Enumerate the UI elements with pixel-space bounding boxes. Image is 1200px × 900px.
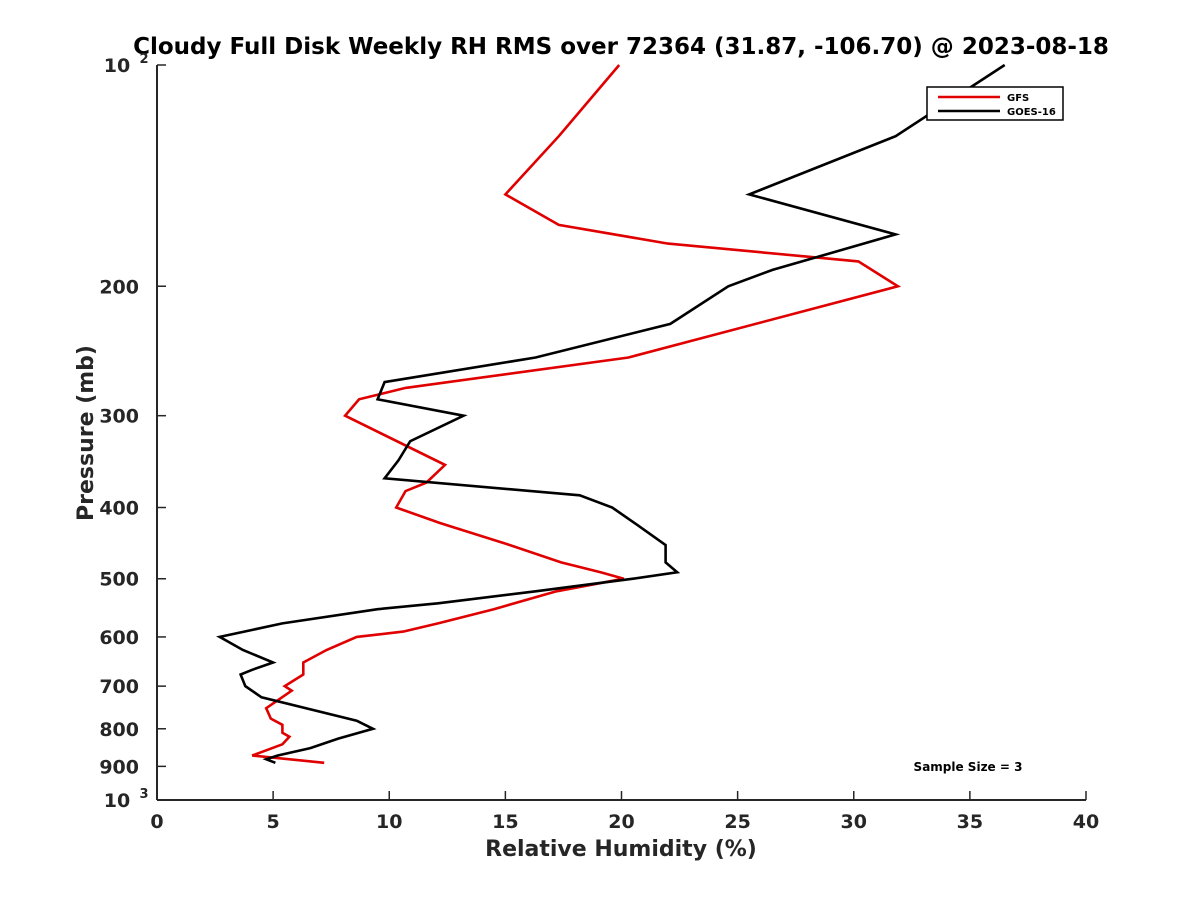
x-tick-label: 35	[957, 811, 983, 833]
x-tick-label: 10	[376, 811, 402, 833]
sample-size-annotation: Sample Size = 3	[914, 760, 1023, 774]
y-tick-label: 200	[99, 276, 139, 298]
y-tick-label: 10	[104, 55, 130, 77]
y-ticks: 10 2 200 300 400 500 600 700 800 900 10 3	[99, 52, 166, 812]
y-tick-label: 300	[99, 406, 139, 428]
plot-area	[156, 65, 1086, 801]
series-line-goes-16	[216, 63, 1006, 765]
y-tick-label: 10	[104, 790, 130, 812]
y-tick-label: 700	[99, 676, 139, 698]
x-axis-label: Relative Humidity (%)	[485, 837, 757, 862]
y-tick-label: 500	[99, 569, 139, 591]
x-tick-label: 20	[608, 811, 634, 833]
x-tick-label: 30	[841, 811, 867, 833]
y-axis-label: Pressure (mb)	[74, 345, 99, 521]
y-tick-label: 600	[99, 627, 139, 649]
legend-label: GFS	[1007, 93, 1029, 104]
x-tick-label: 25	[724, 811, 750, 833]
x-ticks: 0 5 10 15 20 25 30 35 40	[150, 791, 1099, 833]
series-layer	[216, 63, 1006, 765]
x-tick-label: 40	[1073, 811, 1099, 833]
x-tick-label: 0	[150, 811, 163, 833]
legend-label: GOES-16	[1007, 107, 1056, 118]
y-tick-exponent: 2	[139, 52, 148, 67]
series-line-gfs	[251, 64, 902, 765]
legend: GFS GOES-16	[926, 86, 1064, 121]
y-tick-exponent: 3	[139, 787, 148, 802]
y-tick-label: 400	[99, 498, 139, 520]
legend-box	[926, 86, 1064, 121]
x-tick-label: 5	[267, 811, 280, 833]
chart-title: Cloudy Full Disk Weekly RH RMS over 7236…	[133, 34, 1109, 60]
y-tick-label: 800	[99, 719, 139, 741]
y-tick-label: 900	[99, 756, 139, 778]
x-tick-label: 15	[492, 811, 518, 833]
